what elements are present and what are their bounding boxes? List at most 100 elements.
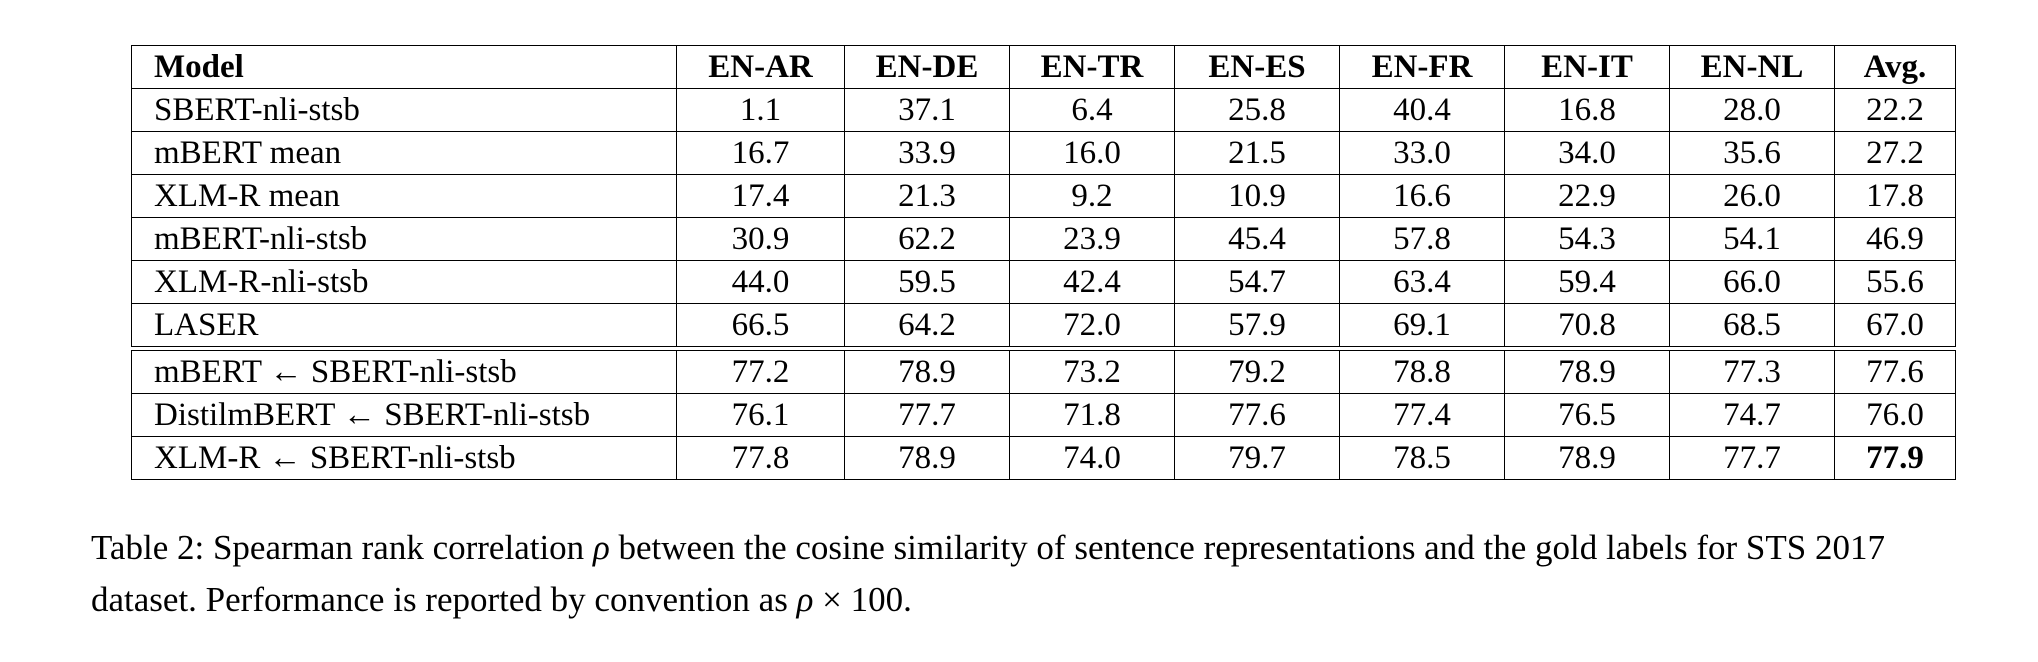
score-cell: 30.9 — [676, 217, 845, 261]
score-cell: 9.2 — [1009, 174, 1175, 218]
table-row: XLM-R ← SBERT-nli-stsb 77.8 78.9 74.0 79.7 78… — [131, 436, 1956, 480]
header-en-fr: EN-FR — [1339, 45, 1505, 89]
score-cell: 16.0 — [1009, 131, 1175, 175]
score-cell: 66.5 — [676, 303, 845, 347]
score-cell: 1.1 — [676, 88, 845, 132]
score-cell: 69.1 — [1339, 303, 1505, 347]
caption-rho-symbol-2: ρ — [796, 580, 814, 619]
score-cell: 79.7 — [1174, 436, 1340, 480]
score-cell: 73.2 — [1009, 350, 1175, 394]
score-cell: 78.9 — [844, 350, 1010, 394]
score-cell: 37.1 — [844, 88, 1010, 132]
caption-prefix: Table 2: Spearman rank correlation — [91, 528, 593, 567]
score-cell: 33.0 — [1339, 131, 1505, 175]
header-avg: Avg. — [1834, 45, 1956, 89]
header-en-tr: EN-TR — [1009, 45, 1175, 89]
header-en-de: EN-DE — [844, 45, 1010, 89]
score-cell: 54.7 — [1174, 260, 1340, 304]
score-cell: 78.8 — [1339, 350, 1505, 394]
model-name-cell: SBERT-nli-stsb — [131, 88, 677, 132]
model-name-cell: mBERT ← SBERT-nli-stsb — [131, 350, 677, 394]
model-name-cell: mBERT-nli-stsb — [131, 217, 677, 261]
score-cell: 76.0 — [1834, 393, 1956, 437]
score-cell: 46.9 — [1834, 217, 1956, 261]
score-cell: 68.5 — [1669, 303, 1835, 347]
score-cell: 70.8 — [1504, 303, 1670, 347]
model-name-cell: LASER — [131, 303, 677, 347]
score-cell: 10.9 — [1174, 174, 1340, 218]
score-cell: 44.0 — [676, 260, 845, 304]
score-cell: 64.2 — [844, 303, 1010, 347]
score-cell: 78.5 — [1339, 436, 1505, 480]
score-cell: 62.2 — [844, 217, 1010, 261]
score-cell: 6.4 — [1009, 88, 1175, 132]
score-cell: 21.3 — [844, 174, 1010, 218]
score-cell: 67.0 — [1834, 303, 1956, 347]
score-cell: 77.2 — [676, 350, 845, 394]
score-cell: 57.9 — [1174, 303, 1340, 347]
score-cell: 54.3 — [1504, 217, 1670, 261]
score-cell: 33.9 — [844, 131, 1010, 175]
score-cell: 55.6 — [1834, 260, 1956, 304]
score-cell: 79.2 — [1174, 350, 1340, 394]
score-cell: 22.9 — [1504, 174, 1670, 218]
table-row: DistilmBERT ← SBERT-nli-stsb 76.1 77.7 71.8… — [131, 393, 1956, 437]
score-cell: 66.0 — [1669, 260, 1835, 304]
score-cell: 76.5 — [1504, 393, 1670, 437]
score-cell: 74.7 — [1669, 393, 1835, 437]
table-row: LASER 66.5 64.2 72.0 57.9 69.1 70.8 68.5 67.0 — [131, 303, 1956, 347]
score-cell: 78.9 — [1504, 350, 1670, 394]
table-body: SBERT-nli-stsb 1.1 37.1 6.4 25.8 40.4 16.8 28.0… — [131, 88, 1956, 480]
header-en-it: EN-IT — [1504, 45, 1670, 89]
header-en-nl: EN-NL — [1669, 45, 1835, 89]
score-cell: 77.3 — [1669, 350, 1835, 394]
score-cell: 76.1 — [676, 393, 845, 437]
score-cell: 42.4 — [1009, 260, 1175, 304]
score-cell: 57.8 — [1339, 217, 1505, 261]
score-cell: 16.8 — [1504, 88, 1670, 132]
score-cell: 74.0 — [1009, 436, 1175, 480]
table-row: mBERT ← SBERT-nli-stsb 77.2 78.9 73.2 79.2 78… — [131, 350, 1956, 394]
results-table: Model EN-AR EN-DE EN-TR EN-ES EN-FR EN-IT EN-NL… — [131, 45, 1956, 480]
caption-middle: between the cosine similarity of sentenc… — [91, 528, 1885, 619]
table-row: mBERT-nli-stsb 30.9 62.2 23.9 45.4 57.8 54.3 54… — [131, 217, 1956, 261]
score-cell: 71.8 — [1009, 393, 1175, 437]
score-cell: 26.0 — [1669, 174, 1835, 218]
score-cell: 63.4 — [1339, 260, 1505, 304]
results-table-container: Model EN-AR EN-DE EN-TR EN-ES EN-FR EN-IT EN-NL… — [131, 45, 1956, 480]
score-cell: 77.6 — [1174, 393, 1340, 437]
score-cell: 59.5 — [844, 260, 1010, 304]
score-cell: 25.8 — [1174, 88, 1340, 132]
score-cell: 17.4 — [676, 174, 845, 218]
score-cell: 21.5 — [1174, 131, 1340, 175]
score-cell: 40.4 — [1339, 88, 1505, 132]
score-cell: 77.7 — [844, 393, 1010, 437]
model-name-cell: XLM-R-nli-stsb — [131, 260, 677, 304]
score-cell: 45.4 — [1174, 217, 1340, 261]
header-row: Model EN-AR EN-DE EN-TR EN-ES EN-FR EN-IT EN-NL… — [131, 45, 1956, 89]
score-cell: 77.7 — [1669, 436, 1835, 480]
model-name-cell: XLM-R mean — [131, 174, 677, 218]
score-cell: 78.9 — [1504, 436, 1670, 480]
table-row: XLM-R mean 17.4 21.3 9.2 10.9 16.6 22.9 26.0 17.… — [131, 174, 1956, 218]
score-cell: 16.7 — [676, 131, 845, 175]
score-cell: 17.8 — [1834, 174, 1956, 218]
score-cell: 34.0 — [1504, 131, 1670, 175]
header-en-ar: EN-AR — [676, 45, 845, 89]
table-row: XLM-R-nli-stsb 44.0 59.5 42.4 54.7 63.4 59.4 66… — [131, 260, 1956, 304]
score-cell: 54.1 — [1669, 217, 1835, 261]
model-name-cell: mBERT mean — [131, 131, 677, 175]
score-cell: 16.6 — [1339, 174, 1505, 218]
score-cell: 72.0 — [1009, 303, 1175, 347]
score-cell: 35.6 — [1669, 131, 1835, 175]
table-row: mBERT mean 16.7 33.9 16.0 21.5 33.0 34.0 35.6 27… — [131, 131, 1956, 175]
score-cell: 59.4 — [1504, 260, 1670, 304]
caption-suffix: × 100. — [813, 580, 912, 619]
score-cell: 23.9 — [1009, 217, 1175, 261]
score-cell: 77.6 — [1834, 350, 1956, 394]
table-row: SBERT-nli-stsb 1.1 37.1 6.4 25.8 40.4 16.8 28.0… — [131, 88, 1956, 132]
caption-rho-symbol: ρ — [592, 528, 610, 567]
model-name-cell: DistilmBERT ← SBERT-nli-stsb — [131, 393, 677, 437]
score-cell: 77.8 — [676, 436, 845, 480]
score-cell: 77.4 — [1339, 393, 1505, 437]
